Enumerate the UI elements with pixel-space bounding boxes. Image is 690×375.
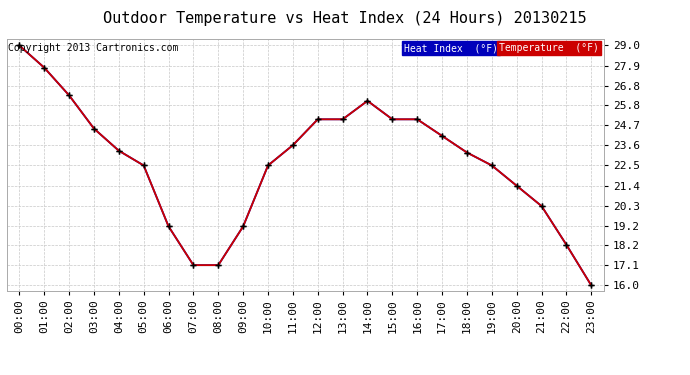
Text: Outdoor Temperature vs Heat Index (24 Hours) 20130215: Outdoor Temperature vs Heat Index (24 Ho…: [104, 11, 586, 26]
Text: Heat Index  (°F): Heat Index (°F): [404, 43, 497, 53]
Text: Copyright 2013 Cartronics.com: Copyright 2013 Cartronics.com: [8, 43, 179, 53]
Text: Temperature  (°F): Temperature (°F): [500, 43, 599, 53]
